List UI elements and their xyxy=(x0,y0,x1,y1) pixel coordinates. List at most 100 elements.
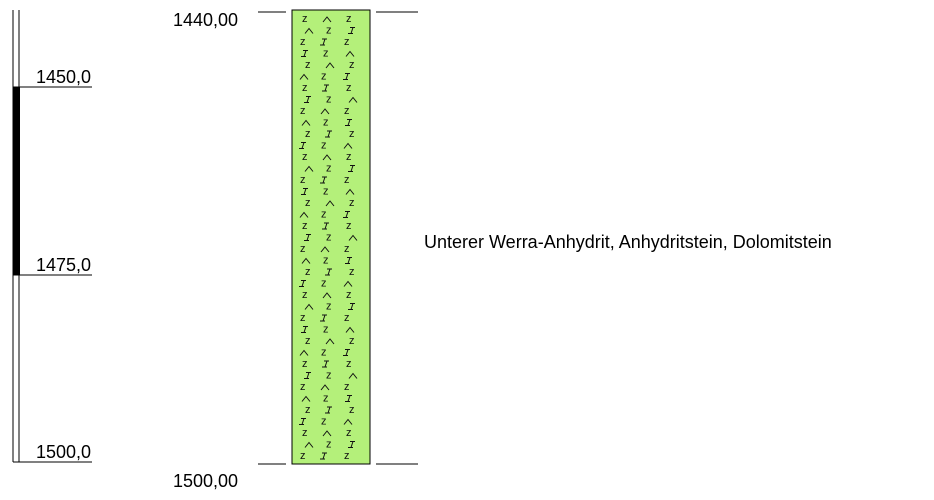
pattern-symbol-caret xyxy=(301,257,311,264)
pattern-symbol-z: z xyxy=(302,289,308,301)
pattern-symbol-z: z xyxy=(300,105,306,117)
pattern-symbol-caret xyxy=(299,73,309,80)
pattern-symbol-z: z xyxy=(349,335,355,347)
pattern-symbol-slash xyxy=(301,326,308,333)
pattern-symbol-caret xyxy=(348,234,358,241)
column-top-label: 1440,00 xyxy=(173,10,238,30)
lithology-column xyxy=(291,9,371,465)
pattern-symbol-z: z xyxy=(346,13,352,25)
pattern-symbol-z: z xyxy=(302,427,308,439)
pattern-symbol-z: z xyxy=(300,174,306,186)
pattern-symbol-z: z xyxy=(344,105,350,117)
pattern-symbol-z: z xyxy=(326,232,332,244)
pattern-symbol-slash xyxy=(322,360,329,368)
pattern-symbol-z: z xyxy=(349,197,355,209)
pattern-symbol-slash xyxy=(301,188,308,195)
pattern-symbol-caret xyxy=(348,96,358,103)
pattern-symbol-z: z xyxy=(326,25,332,37)
pattern-symbol-slash xyxy=(348,303,355,310)
pattern-symbol-z: z xyxy=(349,266,355,278)
pattern-symbol-z: z xyxy=(326,94,332,106)
pattern-symbol-z: z xyxy=(302,220,308,232)
pattern-symbol-caret xyxy=(299,349,309,356)
pattern-symbol-z: z xyxy=(321,347,327,359)
pattern-symbol-z: z xyxy=(344,312,350,324)
pattern-symbol-z: z xyxy=(300,312,306,324)
pattern-symbol-slash xyxy=(320,452,327,460)
pattern-symbol-caret xyxy=(304,27,314,34)
pattern-symbol-caret xyxy=(304,441,314,448)
pattern-symbol-z: z xyxy=(346,289,352,301)
pattern-symbol-slash xyxy=(320,176,327,184)
pattern-symbol-caret xyxy=(325,62,335,69)
pattern-symbol-z: z xyxy=(323,186,329,198)
pattern-symbol-slash xyxy=(304,96,311,103)
pattern-symbol-caret xyxy=(343,418,353,425)
pattern-symbol-z: z xyxy=(305,59,311,71)
pattern-symbol-slash xyxy=(348,441,355,448)
pattern-symbol-slash xyxy=(299,142,306,149)
depth-marked-interval xyxy=(13,87,20,275)
pattern-symbol-z: z xyxy=(349,404,355,416)
pattern-symbol-caret xyxy=(343,280,353,287)
pattern-symbol-z: z xyxy=(326,163,332,175)
depth-scale: 1450,0 1475,0 1500,0 xyxy=(12,10,92,463)
pattern-symbol-caret xyxy=(320,108,330,115)
pattern-symbol-z: z xyxy=(302,358,308,370)
pattern-symbol-caret xyxy=(348,372,358,379)
pattern-symbol-z: z xyxy=(302,82,308,94)
pattern-symbol-z: z xyxy=(344,36,350,48)
pattern-symbol-z: z xyxy=(302,13,308,25)
pattern-symbol-slash xyxy=(304,234,311,241)
pattern-symbol-z: z xyxy=(321,209,327,221)
pattern-symbol-z: z xyxy=(344,243,350,255)
pattern-symbol-caret xyxy=(301,395,311,402)
pattern-symbol-z: z xyxy=(321,71,327,83)
pattern-symbol-z: z xyxy=(349,128,355,140)
pattern-symbol-z: z xyxy=(305,335,311,347)
pattern-symbol-z: z xyxy=(323,48,329,60)
pattern-symbol-z: z xyxy=(305,266,311,278)
pattern-symbol-z: z xyxy=(321,140,327,152)
pattern-symbol-slash xyxy=(320,314,327,322)
pattern-symbol-slash xyxy=(345,257,352,264)
pattern-symbol-caret xyxy=(325,338,335,345)
pattern-symbol-caret xyxy=(345,188,355,195)
depth-label-1475: 1475,0 xyxy=(36,255,91,275)
pattern-symbol-slash xyxy=(301,50,308,57)
pattern-symbol-slash xyxy=(304,372,311,379)
pattern-symbol-slash xyxy=(322,222,329,230)
pattern-symbol-caret xyxy=(304,303,314,310)
pattern-symbol-slash xyxy=(299,418,306,425)
pattern-symbol-slash xyxy=(343,211,350,218)
pattern-symbol-z: z xyxy=(300,450,306,462)
pattern-symbol-caret xyxy=(320,246,330,253)
pattern-symbol-slash xyxy=(343,349,350,356)
pattern-symbol-z: z xyxy=(305,197,311,209)
pattern-symbol-slash xyxy=(345,395,352,402)
pattern-symbol-z: z xyxy=(346,82,352,94)
pattern-symbol-caret xyxy=(322,292,332,299)
pattern-symbol-slash xyxy=(345,119,352,126)
pattern-symbol-caret xyxy=(299,211,309,218)
pattern-symbol-caret xyxy=(322,430,332,437)
pattern-symbol-z: z xyxy=(346,151,352,163)
pattern-symbol-caret xyxy=(343,142,353,149)
pattern-symbol-z: z xyxy=(323,117,329,129)
pattern-symbol-z: z xyxy=(326,439,332,451)
pattern-symbol-z: z xyxy=(326,301,332,313)
pattern-symbol-z: z xyxy=(300,381,306,393)
pattern-symbol-z: z xyxy=(344,450,350,462)
pattern-symbol-z: z xyxy=(346,358,352,370)
pattern-symbol-z: z xyxy=(326,370,332,382)
pattern-symbol-slash xyxy=(325,406,332,414)
pattern-symbol-z: z xyxy=(321,278,327,290)
pattern-symbol-z: z xyxy=(321,416,327,428)
pattern-symbol-slash xyxy=(299,280,306,287)
pattern-symbol-z: z xyxy=(344,381,350,393)
pattern-symbol-caret xyxy=(322,154,332,161)
pattern-symbol-slash xyxy=(325,130,332,138)
pattern-symbol-z: z xyxy=(344,174,350,186)
pattern-symbol-z: z xyxy=(349,59,355,71)
